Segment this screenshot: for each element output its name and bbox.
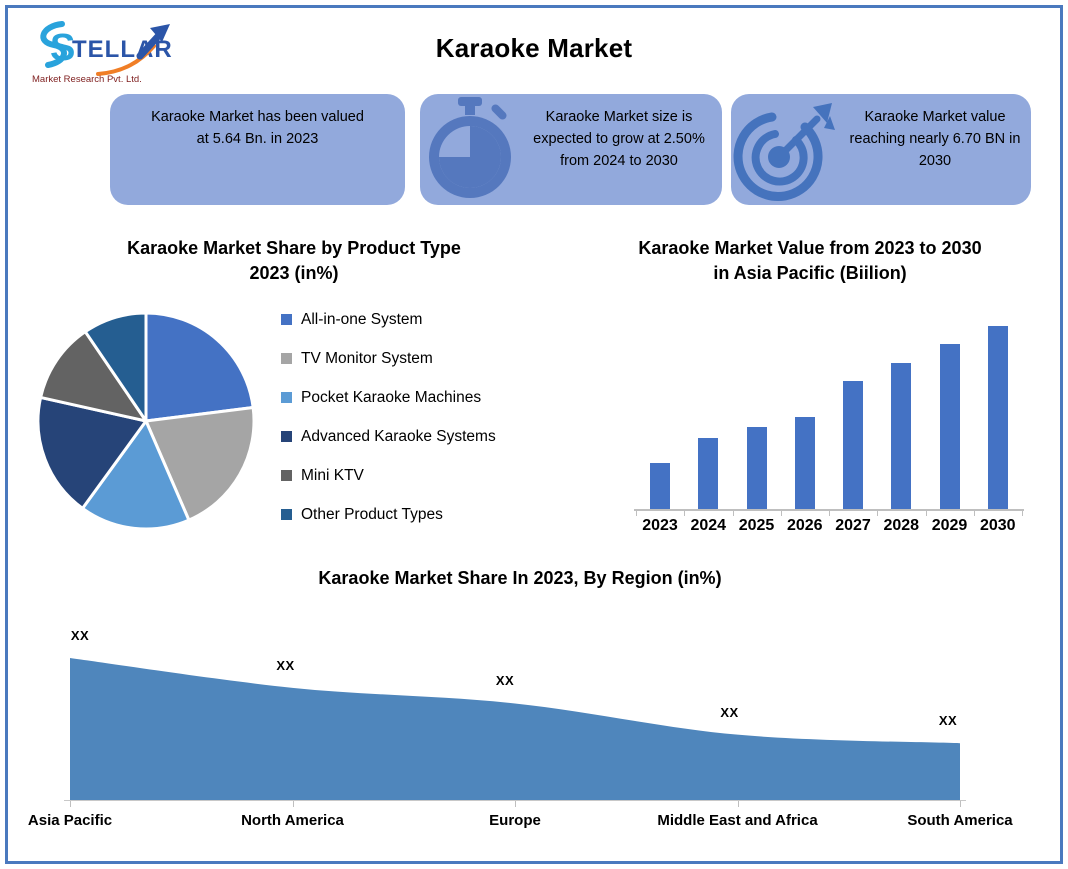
- axis-tick: [829, 511, 830, 516]
- axis-tick: [1022, 511, 1023, 516]
- data-label-north-america: XX: [276, 657, 295, 673]
- region-label-asia-pacific: Asia Pacific: [27, 812, 113, 829]
- axis-tick: [780, 511, 782, 516]
- legend-item-advanced-karaoke-systems: Advanced Karaoke Systems: [281, 417, 496, 456]
- highlight-box-forecast: Karaoke Market value reaching nearly 6.7…: [731, 94, 1031, 205]
- region-label-middle-east-and-africa: Middle East and Africa: [657, 812, 818, 829]
- logo-arrow-head: [150, 24, 170, 42]
- bar-2027: [843, 381, 863, 509]
- category-label-2024: 2024: [690, 517, 727, 534]
- legend-label: TV Monitor System: [301, 349, 433, 367]
- logo-brand-initial: S: [50, 27, 75, 69]
- data-label-asia-pacific: XX: [70, 628, 90, 643]
- pie-legend: All-in-one System TV Monitor System Pocket…: [281, 300, 496, 534]
- bar-chart-title: Karaoke Market Value from 2023 to 2030 i…: [638, 238, 982, 284]
- highlight-box-forecast-text: Karaoke Market value reaching nearly 6.7…: [849, 109, 1021, 169]
- product-share-pie-chart: [36, 311, 256, 531]
- legend-swatch: [281, 431, 292, 442]
- legend-swatch: [281, 470, 292, 481]
- axis-tick: [515, 801, 516, 807]
- legend-swatch: [281, 509, 292, 520]
- area-chart-title: Karaoke Market Share In 2023, By Region …: [318, 568, 722, 588]
- axis-tick: [292, 801, 294, 807]
- category-label-2028: 2028: [883, 517, 920, 534]
- highlight-box-growth-text: Karaoke Market size is expected to grow …: [533, 109, 705, 169]
- highlight-box-valuation: Karaoke Market has been valued at 5.64 B…: [110, 94, 405, 205]
- target-icon: [733, 103, 835, 202]
- axis-tick: [737, 801, 739, 807]
- axis-tick: [960, 801, 961, 807]
- data-label-middle-east-and-africa: XX: [720, 704, 739, 720]
- highlight-box-growth: Karaoke Market size is expected to grow …: [420, 94, 722, 205]
- data-label-south-america: XX: [938, 713, 958, 729]
- highlight-box-valuation-text: Karaoke Market has been valued at 5.64 B…: [151, 109, 364, 147]
- legend-item-tv-monitor-system: TV Monitor System: [281, 339, 496, 378]
- legend-swatch: [281, 392, 292, 403]
- legend-label: All-in-one System: [301, 310, 423, 328]
- legend-item-all-in-one-system: All-in-one System: [281, 300, 496, 339]
- bar-x-axis: [634, 509, 1024, 518]
- region-label-north-america: North America: [241, 812, 344, 829]
- bar-2028: [891, 363, 912, 509]
- stopwatch-icon: [429, 97, 511, 198]
- legend-label: Other Product Types: [301, 505, 443, 523]
- data-label-europe: XX: [495, 673, 515, 689]
- legend-label: Pocket Karaoke Machines: [301, 388, 482, 406]
- legend-item-pocket-karaoke-machines: Pocket Karaoke Machines: [281, 378, 496, 417]
- region-label-europe: Europe: [489, 812, 541, 829]
- region-label-south-america: South America: [907, 812, 1013, 829]
- legend-swatch: [281, 353, 292, 364]
- legend-item-other-product-types: Other Product Types: [281, 495, 496, 534]
- category-label-2030: 2030: [979, 517, 1016, 534]
- pie-slice-mini-ktv: [39, 330, 148, 423]
- pie-slice-pocket-karaoke-machines: [81, 419, 191, 531]
- page-border: [5, 5, 1063, 864]
- axis-tick: [973, 511, 975, 516]
- category-label-2026: 2026: [786, 517, 823, 534]
- pie-slice-other-product-types: [83, 311, 148, 423]
- area-x-axis: [64, 800, 966, 808]
- category-label-2025: 2025: [738, 517, 775, 534]
- pie-chart-title: Karaoke Market Share by Product Type 202…: [127, 238, 461, 284]
- bar-2024: [698, 438, 719, 509]
- axis-tick: [877, 511, 879, 516]
- category-label-2027: 2027: [835, 517, 871, 534]
- pie-slice-all-in-one-system: [144, 311, 255, 423]
- category-label-2029: 2029: [931, 517, 968, 534]
- axis-tick: [70, 801, 71, 807]
- page-title: Karaoke Market: [435, 33, 633, 63]
- brand-logo: S TELLAR Market Research Pvt. Ltd.: [32, 21, 172, 85]
- region-share-area-chart: [70, 658, 960, 800]
- axis-tick: [684, 511, 686, 516]
- legend-item-mini-ktv: Mini KTV: [281, 456, 496, 495]
- legend-swatch: [281, 314, 292, 325]
- category-label-2023: 2023: [642, 517, 678, 534]
- bar-2030: [987, 326, 1008, 509]
- axis-tick: [732, 511, 734, 516]
- bar-2029: [939, 344, 960, 509]
- legend-label: Mini KTV: [301, 466, 364, 484]
- bar-2026: [794, 417, 815, 509]
- bar-2025: [746, 427, 767, 509]
- market-value-bar-chart: [630, 303, 1030, 516]
- pie-slice-tv-monitor-system: [144, 405, 256, 522]
- legend-label: Advanced Karaoke Systems: [301, 427, 496, 445]
- pie-slice-advanced-karaoke-systems: [36, 395, 148, 510]
- bar-category-labels: 2023 2024 2025 2026 2027 2028 2029 2030: [630, 517, 1030, 539]
- logo-swoosh-icon: [40, 21, 67, 68]
- logo-arrow-swoosh: [96, 44, 156, 76]
- area-series: [70, 658, 960, 800]
- axis-tick: [636, 511, 637, 516]
- bar-2023: [650, 463, 670, 509]
- logo-tagline: Market Research Pvt. Ltd.: [32, 74, 142, 85]
- axis-tick: [925, 511, 927, 516]
